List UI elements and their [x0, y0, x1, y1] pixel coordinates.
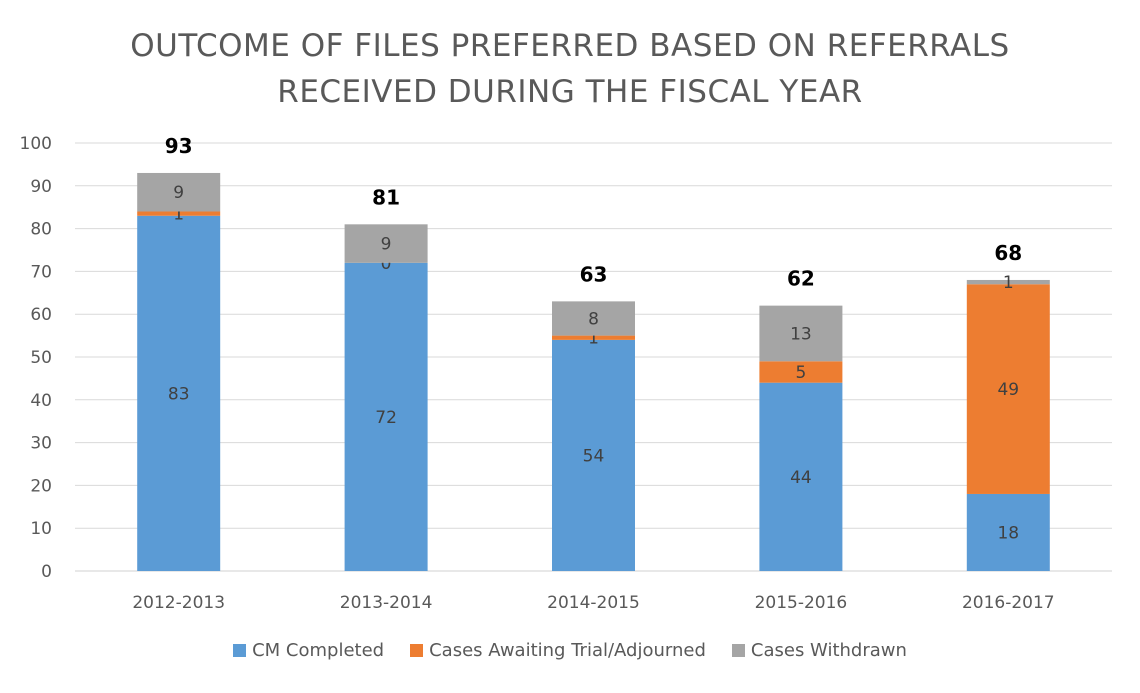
x-tick-label: 2014-2015 — [547, 593, 640, 613]
total-label: 68 — [994, 241, 1022, 265]
y-tick-label: 70 — [30, 262, 52, 282]
legend-item: CM Completed — [233, 640, 384, 661]
data-label: 18 — [997, 523, 1019, 543]
x-tick-label: 2016-2017 — [962, 593, 1055, 613]
bar-segment — [966, 284, 1050, 494]
y-tick-label: 10 — [30, 519, 52, 539]
bar-segment — [137, 215, 221, 571]
data-label: 1 — [588, 329, 599, 349]
legend-label: Cases Withdrawn — [750, 640, 907, 661]
total-label: 81 — [372, 185, 400, 209]
data-label: 13 — [790, 324, 812, 344]
data-label: 1 — [173, 205, 184, 225]
chart-legend: CM Completed Cases Awaiting Trial/Adjourn… — [0, 640, 1140, 661]
chart-title-line-1: OUTCOME OF FILES PREFERRED BASED ON REFE… — [130, 28, 1010, 64]
legend-swatch — [233, 644, 247, 657]
y-tick-label: 90 — [30, 177, 52, 197]
y-tick-label: 40 — [30, 391, 52, 411]
data-label: 54 — [583, 446, 605, 466]
y-tick-label: 60 — [30, 305, 52, 325]
total-label: 62 — [787, 267, 815, 291]
y-tick-label: 50 — [30, 348, 52, 368]
legend-label: CM Completed — [252, 640, 385, 661]
chart-title-line-2: RECEIVED DURING THE FISCAL YEAR — [277, 74, 863, 110]
x-tick-label: 2013-2014 — [340, 593, 433, 613]
data-label: 9 — [381, 235, 392, 255]
y-tick-label: 100 — [20, 134, 52, 154]
legend-item: Cases Awaiting Trial/Adjourned — [410, 640, 706, 661]
bar-segment — [552, 335, 635, 340]
data-label: 72 — [375, 408, 397, 428]
total-label: 63 — [580, 262, 608, 286]
bar-segment — [552, 301, 635, 336]
bar-segment — [759, 382, 843, 571]
bar-segment — [966, 279, 1050, 285]
total-label: 93 — [165, 134, 193, 158]
legend-swatch — [410, 644, 424, 657]
y-tick-label: 20 — [30, 476, 52, 496]
x-tick-label: 2015-2016 — [755, 593, 848, 613]
bar-segment — [759, 305, 843, 362]
data-label: 1 — [1003, 273, 1014, 293]
bar-segment — [966, 493, 1050, 571]
data-label: 8 — [588, 309, 599, 329]
bar-segment — [344, 224, 428, 263]
data-label: 83 — [168, 384, 190, 404]
data-label: 9 — [173, 183, 184, 203]
bar-segment — [344, 262, 428, 571]
data-label: 5 — [795, 363, 806, 383]
y-tick-label: 0 — [41, 562, 52, 582]
bar-segment — [552, 339, 635, 571]
data-label: 49 — [997, 380, 1019, 400]
x-tick-label: 2012-2013 — [132, 593, 225, 613]
legend-label: Cases Awaiting Trial/Adjourned — [429, 640, 706, 661]
y-tick-label: 30 — [30, 434, 52, 454]
data-label: 0 — [381, 254, 392, 274]
bar-segment — [137, 172, 221, 212]
legend-swatch — [731, 644, 745, 657]
bar-segment — [759, 361, 843, 383]
data-label: 44 — [790, 468, 812, 488]
legend-item: Cases Withdrawn — [731, 640, 907, 661]
bar-segment — [137, 211, 221, 216]
y-tick-label: 80 — [30, 220, 52, 240]
